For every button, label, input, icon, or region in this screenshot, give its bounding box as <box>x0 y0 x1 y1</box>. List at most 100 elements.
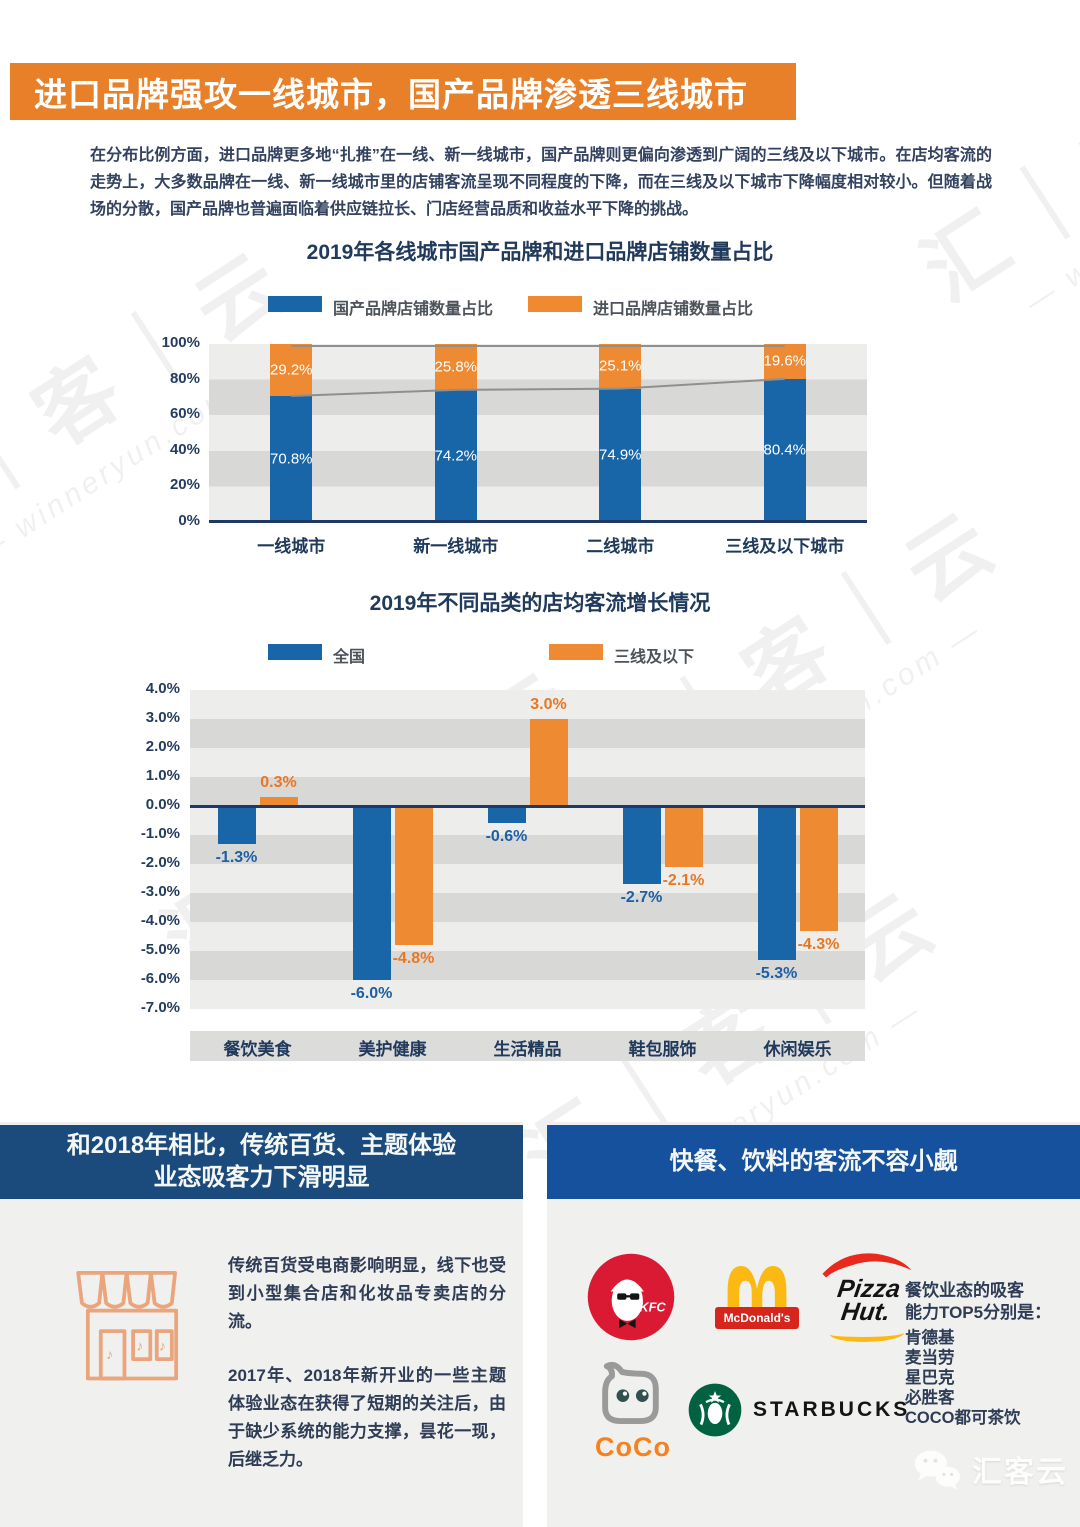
mcdonalds-logo: McDonald's <box>715 1255 799 1329</box>
bar-domestic: 70.8% <box>269 395 313 522</box>
legend-label-tier3: 三线及以下 <box>614 649 695 666</box>
chart2-zero-line <box>190 804 865 808</box>
coco-wordmark: CoCo <box>595 1432 671 1462</box>
top5-item: 必胜客 <box>905 1389 955 1407</box>
y-tick-label: -2.0% <box>140 854 180 871</box>
chart1-title: 2019年各线城市国产品牌和进口品牌店铺数量占比 <box>306 241 774 264</box>
bar-import: 25.1% <box>598 344 642 389</box>
top5-caption: 餐饮业态的吸客 能力TOP5分别是： <box>905 1281 1052 1322</box>
category-label: 餐饮美食 <box>223 1040 292 1059</box>
legend-swatch-national <box>268 644 322 660</box>
bar-domestic: 74.2% <box>434 389 478 522</box>
bar-value-label: -4.3% <box>797 935 840 953</box>
bar-value-label: 19.6% <box>763 352 807 370</box>
bar-import: 19.6% <box>763 344 807 379</box>
bar-national <box>757 806 796 960</box>
category-label: 新一线城市 <box>413 537 499 556</box>
page-title-banner: 进口品牌强攻一线城市，国产品牌渗透三线城市 <box>10 63 796 120</box>
bar-value-label: 0.3% <box>260 774 297 792</box>
category-label: 生活精品 <box>493 1040 562 1059</box>
category-label: 二线城市 <box>586 537 655 556</box>
storefront-icon: ♪ ♪ ♪ <box>76 1271 179 1381</box>
bar-value-label: 3.0% <box>530 696 567 713</box>
intro-paragraph: 在分布比例方面，进口品牌更多地“扎推”在一线、新一线城市，国产品牌则更偏向渗透到… <box>90 147 992 218</box>
right-panel-title: 快餐、饮料的客流不容小觑 <box>669 1148 958 1175</box>
y-tick-label: -3.0% <box>140 883 180 900</box>
left-panel-title-line2: 业态吸客力下滑明显 <box>153 1164 370 1191</box>
top5-list: 肯德基 麦当劳 星巴克 必胜客 COCO都可茶饮 <box>905 1328 1021 1428</box>
bar-value-label: 70.8% <box>269 450 313 468</box>
left-panel-para1: 传统百货受电商影响明显，线下也受到小型集合店和化妆品专卖店的分流。 <box>228 1256 506 1331</box>
legend-label-import: 进口品牌店铺数量占比 <box>593 301 754 318</box>
top5-item: 星巴克 <box>905 1369 955 1387</box>
y-tick-label: 0% <box>178 512 200 529</box>
category-label: 休闲娱乐 <box>763 1040 832 1059</box>
y-tick-label: 20% <box>169 476 200 494</box>
wechat-footer-logo: 汇客云 <box>910 1446 1068 1492</box>
y-tick-label: -6.0% <box>140 970 180 987</box>
y-tick-label: 4.0% <box>145 680 180 697</box>
bar-national <box>352 806 391 980</box>
bar-import: 25.8% <box>434 344 477 390</box>
y-tick-label: -7.0% <box>140 999 180 1016</box>
bar-national <box>487 806 526 824</box>
bar-national <box>622 806 661 885</box>
bar-value-label: 74.9% <box>598 446 642 464</box>
svg-text:KFC: KFC <box>639 1300 666 1315</box>
legend-swatch-domestic <box>268 296 322 312</box>
bar-value-label: -2.7% <box>620 889 663 907</box>
kfc-logo: KFC <box>585 1251 677 1343</box>
bar-value-label: -4.8% <box>392 950 435 968</box>
category-label: 鞋包服饰 <box>628 1040 697 1059</box>
y-tick-label: 80% <box>169 369 200 387</box>
footer-brand-text: 汇客云 <box>972 1456 1068 1489</box>
legend-label-domestic: 国产品牌店铺数量占比 <box>333 301 494 318</box>
y-tick-label: 2.0% <box>145 738 180 755</box>
watermark-site-text: — winneryun.com — <box>1019 103 1080 320</box>
chart2-x-axis: 餐饮美食 美护健康 生活精品 鞋包服饰 休闲娱乐 <box>190 1031 865 1061</box>
svg-text:♪: ♪ <box>136 1337 143 1353</box>
legend-swatch-import <box>528 296 582 312</box>
category-label: 三线及以下城市 <box>725 537 845 556</box>
y-tick-label: -5.0% <box>140 941 180 958</box>
category-label: 美护健康 <box>358 1040 427 1059</box>
bar-value-label: 29.2% <box>269 361 313 379</box>
y-tick-label: 60% <box>169 405 200 423</box>
chart1-plot: 70.8% 29.2% 74.2% 25.8% 74.9% 25.1% 80.4% 19.6% <box>209 344 867 523</box>
y-tick-label: 40% <box>169 440 200 458</box>
bar-tier3 <box>259 797 298 806</box>
bar-import: 29.2% <box>269 344 313 396</box>
pizza-hut-logo: Pizza Hut. <box>817 1248 917 1342</box>
pizza-hut-wordmark: Pizza Hut. <box>835 1275 902 1326</box>
y-tick-label: 1.0% <box>145 767 180 784</box>
bar-value-label: -1.3% <box>215 848 258 866</box>
bar-value-label: -0.6% <box>485 828 528 846</box>
left-panel-title-line1: 和2018年相比，传统百货、主题体验 <box>66 1132 457 1159</box>
wechat-icon <box>914 1450 960 1490</box>
bar-value-label: -6.0% <box>350 985 393 1002</box>
y-tick-label: 100% <box>161 334 200 351</box>
left-panel-header: 和2018年相比，传统百货、主题体验 业态吸客力下滑明显 <box>0 1125 523 1199</box>
top5-item: 肯德基 <box>905 1329 955 1347</box>
chart2-y-axis: 4.0% 3.0% 2.0% 1.0% 0.0% -1.0% -2.0% -3.0% -4.0%… <box>80 680 180 1016</box>
top5-item: COCO都可茶饮 <box>905 1409 1021 1427</box>
bar-value-label: -5.3% <box>755 964 798 982</box>
bar-value-label: 25.1% <box>598 357 642 375</box>
y-tick-label: -4.0% <box>140 912 180 929</box>
left-panel-body: 传统百货受电商影响明显，线下也受到小型集合店和化妆品专卖店的分流。 2017年、… <box>228 1252 506 1500</box>
bar-value-label: 74.2% <box>434 447 478 465</box>
svg-text:♪: ♪ <box>159 1337 166 1353</box>
left-panel-para2: 2017年、2018年新开业的一些主题体验业态在获得了短期的关注后，由于缺少系统… <box>228 1366 506 1469</box>
bar-value-label: 80.4% <box>763 441 807 459</box>
bar-domestic: 80.4% <box>763 378 807 522</box>
bar-value-label: -2.1% <box>662 871 705 889</box>
bar-domestic: 74.9% <box>598 388 642 522</box>
starbucks-logo: STARBUCKS <box>687 1382 910 1438</box>
chart2-title: 2019年不同品类的店均客流增长情况 <box>369 592 711 615</box>
mcdonalds-wordmark: McDonald's <box>723 1311 791 1325</box>
chart1-x-axis-line <box>209 520 867 523</box>
right-panel-header: 快餐、饮料的客流不容小觑 <box>547 1125 1080 1199</box>
chart1-y-axis: 100% 80% 60% 40% 20% 0% <box>95 334 200 529</box>
y-tick-label: -1.0% <box>140 825 180 842</box>
